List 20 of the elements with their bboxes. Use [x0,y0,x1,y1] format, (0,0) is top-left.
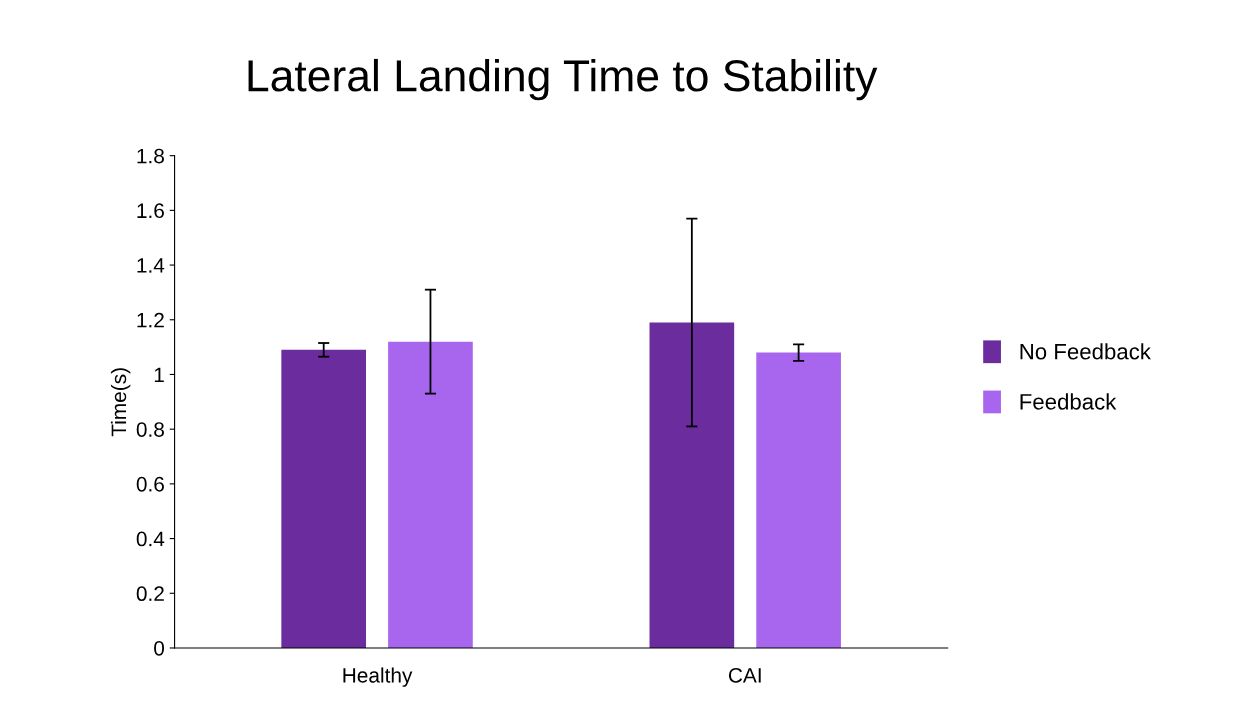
chart-title: Lateral Landing Time to Stability [248,58,878,101]
bar [388,341,473,648]
y-tick-label: 1 [154,367,164,383]
y-tick-label: 1.4 [137,258,165,273]
bar [756,352,841,648]
legend-label: No Feedback [1020,343,1151,360]
y-tick-label: 0.8 [136,422,164,437]
y-tick-label: 0.2 [136,586,164,602]
y-tick-label: 0 [154,640,165,656]
x-tick-label: Healthy [343,667,413,687]
x-tick-label: CAI [728,667,761,683]
bar [649,322,735,648]
y-tick-label: 1.6 [137,203,164,219]
y-axis-title: Time(s) [110,368,131,437]
y-tick-label: 1.2 [137,312,164,328]
legend-label: Feedback [1020,393,1117,410]
y-tick-label: 0.6 [136,476,164,492]
bar [281,349,367,648]
y-tick-label: 1.8 [137,148,164,164]
y-tick-label: 0.4 [136,531,165,547]
